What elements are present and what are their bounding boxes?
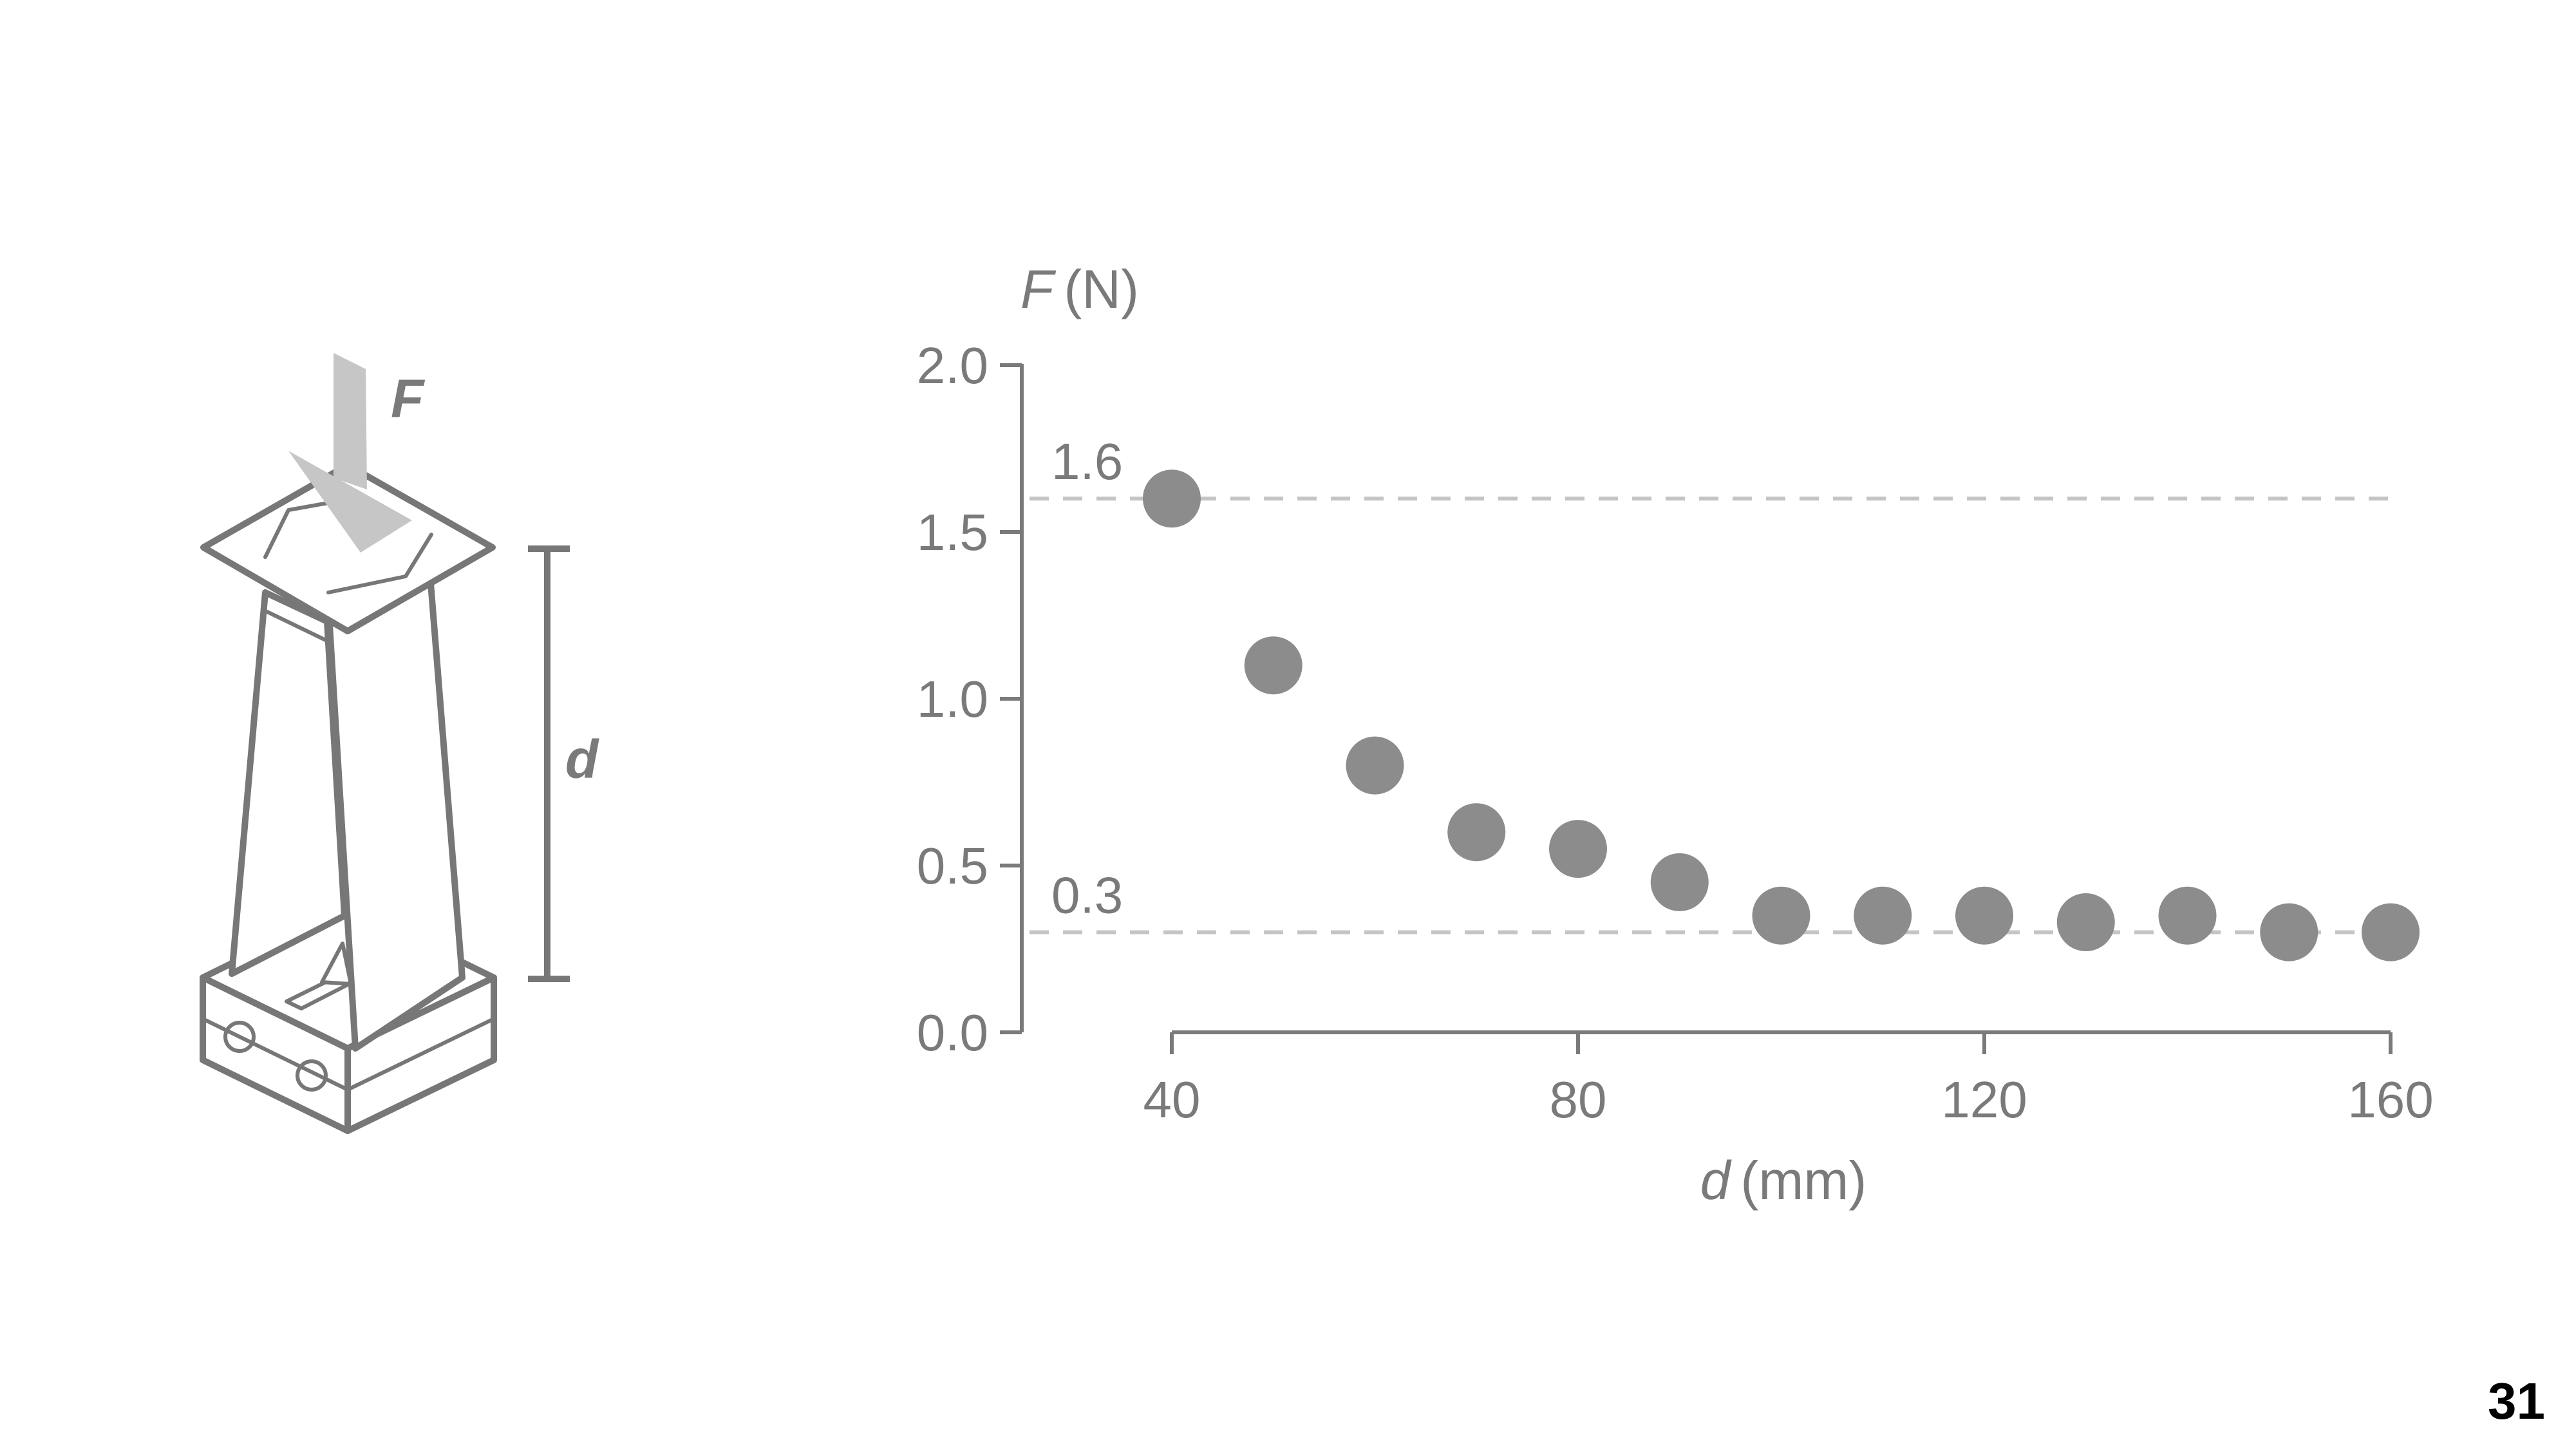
data-point	[2056, 893, 2115, 952]
top-plate	[200, 462, 496, 634]
y-tick-label: 0.0	[917, 1004, 988, 1061]
data-point	[2362, 903, 2420, 961]
y-axis-unit: (N)	[1064, 259, 1139, 319]
x-axis-variable: d	[1700, 1150, 1732, 1211]
data-point	[1955, 886, 2013, 945]
data-point	[1854, 886, 1912, 945]
distance-label: d	[565, 729, 599, 790]
x-axis-ticks: 40 80 120 160	[1143, 1032, 2434, 1128]
reference-line-label: 1.6	[1051, 433, 1123, 490]
y-tick-label: 0.5	[917, 837, 988, 895]
screw-hole-icon	[223, 1021, 256, 1053]
data-point	[1752, 886, 1810, 945]
force-arrow-icon	[288, 353, 412, 553]
y-tick-label: 1.5	[917, 504, 988, 561]
x-tick-label: 160	[2347, 1071, 2433, 1128]
x-axis-title: d (mm)	[1700, 1150, 1867, 1211]
data-point	[1650, 853, 1709, 911]
data-points	[1143, 469, 2420, 961]
front-pillar	[326, 572, 465, 1052]
base-block	[200, 903, 497, 1134]
page-number: 31	[2488, 1372, 2545, 1430]
x-tick-label: 80	[1550, 1071, 1607, 1128]
column-illustration	[200, 353, 570, 1134]
y-tick-label: 2.0	[917, 337, 988, 394]
y-tick-label: 1.0	[917, 670, 988, 728]
data-point	[2158, 886, 2217, 945]
x-axis-unit: (mm)	[1740, 1150, 1866, 1211]
force-label: F	[391, 368, 426, 429]
data-point	[1549, 820, 1607, 878]
reference-lines: 1.6 0.3	[1029, 433, 2398, 934]
y-axis-variable: F	[1020, 259, 1057, 319]
y-axis-title: F (N)	[1020, 259, 1139, 319]
x-tick-label: 120	[1941, 1071, 2027, 1128]
data-point	[1447, 803, 1506, 862]
y-axis-ticks: 0.0 0.5 1.0 1.5 2.0	[917, 337, 1022, 1061]
data-point	[1346, 736, 1404, 795]
screw-hole-icon	[296, 1059, 328, 1092]
reference-line-label: 0.3	[1051, 867, 1123, 924]
back-pillar	[229, 589, 348, 977]
data-point	[2260, 903, 2318, 961]
data-point	[1143, 469, 1201, 528]
data-point	[1244, 636, 1302, 695]
x-tick-label: 40	[1143, 1071, 1201, 1128]
distance-bracket	[528, 545, 570, 982]
force-vs-distance-chart: F (N) d (mm) 0.0 0.5 1.0 1.5 2.0 40 80 120 160 1.…	[917, 259, 2434, 1211]
